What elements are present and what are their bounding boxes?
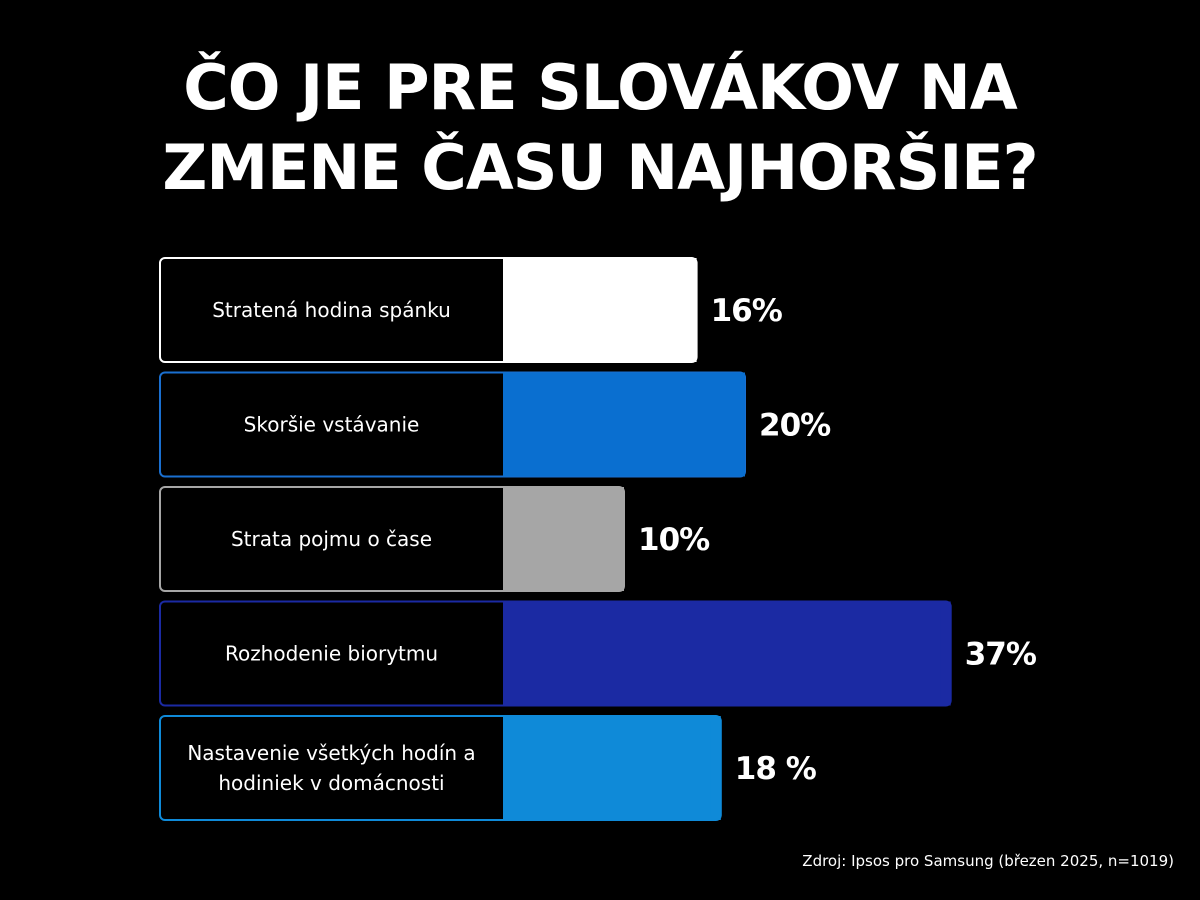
bar-row: Rozhodenie biorytmu 37% xyxy=(159,600,1038,707)
value-label: 20% xyxy=(759,408,831,444)
category-label: Nastavenie všetkých hodín a xyxy=(187,741,475,765)
category-label: Rozhodenie biorytmu xyxy=(225,642,438,666)
bar xyxy=(503,487,624,591)
category-label: Stratená hodina spánku xyxy=(212,298,451,322)
category-label: Strata pojmu o čase xyxy=(231,527,432,551)
bar-row: Skoršie vstávanie 20% xyxy=(159,371,832,478)
source-note: Zdroj: Ipsos pro Samsung (březen 2025, n… xyxy=(802,852,1174,870)
category-label: Skoršie vstávanie xyxy=(244,413,420,437)
bar xyxy=(503,601,951,706)
value-label: 18 % xyxy=(735,751,817,787)
bar-row: Stratená hodina spánku 16% xyxy=(159,257,784,363)
bar-end xyxy=(614,487,624,591)
chart-title-line-2: ZMENE ČASU NAJHORŠIE? xyxy=(162,131,1038,204)
value-label: 16% xyxy=(711,293,783,329)
chart-title-line-1: ČO JE PRE SLOVÁKOV NA xyxy=(183,51,1017,124)
bar xyxy=(503,716,721,820)
chart-title: ČO JE PRE SLOVÁKOV NA ZMENE ČASU NAJHORŠ… xyxy=(0,48,1200,208)
value-label: 37% xyxy=(965,637,1037,673)
bar xyxy=(503,372,745,477)
bar-end xyxy=(735,372,745,477)
bar-end xyxy=(710,716,721,820)
value-label: 10% xyxy=(638,522,710,558)
bar-row: Nastavenie všetkých hodín a hodiniek v do… xyxy=(159,715,818,821)
bar-end xyxy=(940,601,951,706)
bar-end xyxy=(686,258,697,362)
bar-row: Strata pojmu o čase 10% xyxy=(159,486,711,592)
bar xyxy=(503,258,697,362)
category-label: hodiniek v domácnosti xyxy=(218,771,444,795)
